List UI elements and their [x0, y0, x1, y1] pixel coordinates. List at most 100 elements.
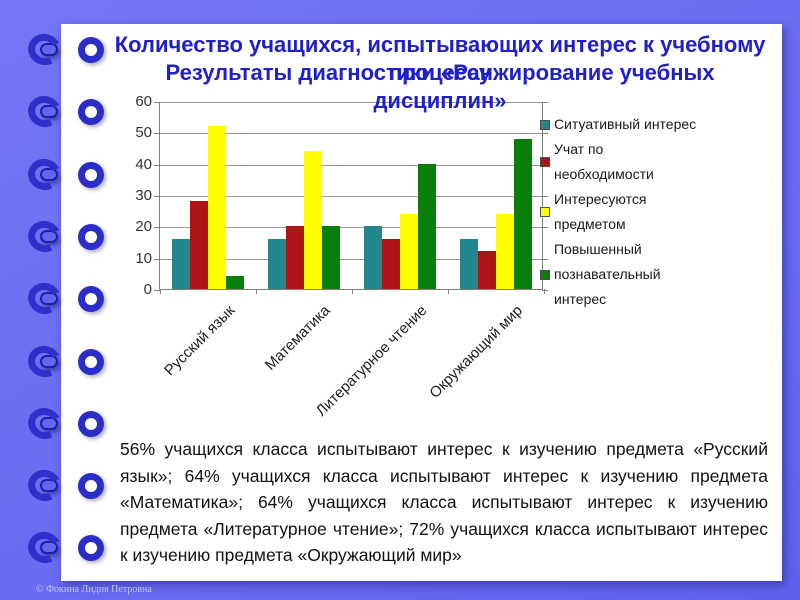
bar-group-2 — [256, 102, 352, 289]
ring-right-loop — [78, 223, 104, 250]
chart-bar — [172, 238, 190, 289]
chart-bar — [322, 226, 340, 289]
ring-left-loop — [24, 465, 65, 506]
binder-ring-icon — [24, 216, 104, 257]
ring-left-loop — [24, 29, 65, 70]
gridline — [160, 133, 542, 135]
y-axis-tick-right — [542, 290, 548, 291]
chart-bar — [514, 138, 532, 289]
legend-swatch — [540, 269, 550, 280]
legend-swatch — [540, 119, 550, 130]
y-axis-tick — [154, 164, 160, 166]
y-axis-tick — [154, 102, 160, 103]
chart-bar — [304, 151, 322, 289]
ring-bar — [40, 354, 58, 368]
summary-paragraph: 56% учащихся класса испытывают интерес к… — [120, 439, 768, 565]
legend-label: Ситуативный интерес — [554, 116, 697, 132]
chart-bar — [268, 238, 286, 289]
bar-group-1 — [160, 102, 256, 289]
ring-right-loop — [78, 473, 104, 500]
bar-group-4 — [448, 102, 544, 289]
binder-ring-icon — [24, 91, 104, 132]
ring-bar — [40, 229, 58, 243]
ring-left-loop — [24, 403, 65, 444]
chart-bar — [364, 226, 382, 289]
ring-bar — [40, 105, 58, 119]
chart-plot-area: 0 10 20 30 40 50 60 Русский язык Математика Литер… — [135, 93, 548, 420]
ring-bar — [40, 416, 58, 430]
binder-ring-icon — [24, 278, 104, 319]
y-axis-tick — [154, 258, 160, 260]
chart-bar — [478, 251, 496, 289]
ring-left-loop — [24, 528, 65, 568]
x-axis-tick — [448, 289, 449, 294]
legend-swatch — [540, 207, 550, 217]
x-axis-tick — [256, 289, 257, 294]
ring-left-loop — [24, 341, 65, 381]
y-axis-tick — [154, 133, 160, 135]
gridline — [160, 227, 542, 229]
legend-item: Учат по необходимости — [540, 137, 786, 187]
x-axis-tick — [352, 289, 353, 294]
y-axis-tick-right — [542, 133, 548, 135]
gridline — [160, 196, 542, 197]
x-axis-tick — [160, 289, 161, 294]
gridline — [160, 164, 542, 166]
y-axis-tick-right — [542, 196, 548, 197]
ring-right-loop — [78, 348, 104, 375]
binder-ring-icon — [24, 154, 104, 194]
ring-right-loop — [78, 161, 104, 188]
binder-ring-icon — [24, 403, 104, 444]
ring-right-loop — [78, 99, 104, 126]
copyright-notice: © Фокина Лидия Петровна — [36, 584, 152, 595]
ring-right-loop — [78, 535, 104, 562]
ring-right-loop — [78, 286, 104, 313]
y-axis-tick-label: 20 — [135, 218, 152, 236]
binder-ring-icon — [24, 29, 104, 70]
chart-bar — [460, 238, 478, 289]
bar-group-3 — [352, 102, 448, 289]
binder-ring-icon — [24, 465, 104, 506]
ring-bar — [40, 541, 58, 555]
legend-swatch — [540, 157, 550, 167]
ring-bar — [40, 43, 58, 56]
chart-bar — [400, 213, 418, 289]
y-axis-tick — [154, 290, 160, 291]
chart-bar — [496, 213, 514, 289]
y-axis-tick-right — [542, 227, 548, 229]
y-axis-tick — [154, 227, 160, 229]
legend-item: Интересуются предметом — [540, 187, 786, 237]
legend-item: Ситуативный интерес — [540, 112, 786, 137]
binder-ring-icon — [24, 341, 104, 381]
y-axis-tick-label: 0 — [143, 281, 152, 298]
legend-item: Повышенный познавательный интерес — [540, 237, 786, 312]
gridline — [160, 102, 542, 103]
chart-bar — [286, 226, 304, 289]
chart-bar — [190, 201, 208, 289]
ring-right-loop — [78, 37, 104, 63]
legend-label: Повышенный познавательный интерес — [554, 241, 661, 307]
ring-bar — [40, 479, 58, 493]
ring-bar — [40, 292, 58, 306]
chart-bar — [208, 126, 226, 289]
y-axis-tick — [154, 196, 160, 197]
y-axis-tick-label: 30 — [135, 187, 152, 204]
chart-bar — [382, 238, 400, 289]
legend-label: Интересуются предметом — [554, 191, 647, 232]
slide-title-primary: Количество учащихся, испытывающих интере… — [114, 32, 766, 85]
chart-bar — [226, 276, 244, 289]
ring-bar — [40, 167, 58, 181]
ring-left-loop — [24, 91, 65, 132]
ring-left-loop — [24, 278, 65, 319]
slide-title-secondary: Результаты диагностики «Ранжирование уче… — [165, 60, 715, 113]
x-axis-tick — [544, 289, 545, 294]
y-axis-tick-label: 40 — [135, 155, 152, 173]
legend-label: Учат по необходимости — [554, 141, 654, 182]
ring-right-loop — [78, 410, 104, 437]
ring-left-loop — [24, 216, 65, 257]
y-axis-tick-right — [542, 102, 548, 103]
ring-left-loop — [24, 154, 65, 194]
y-axis-tick-label: 50 — [135, 124, 152, 142]
binder-ring-icon — [24, 528, 104, 568]
